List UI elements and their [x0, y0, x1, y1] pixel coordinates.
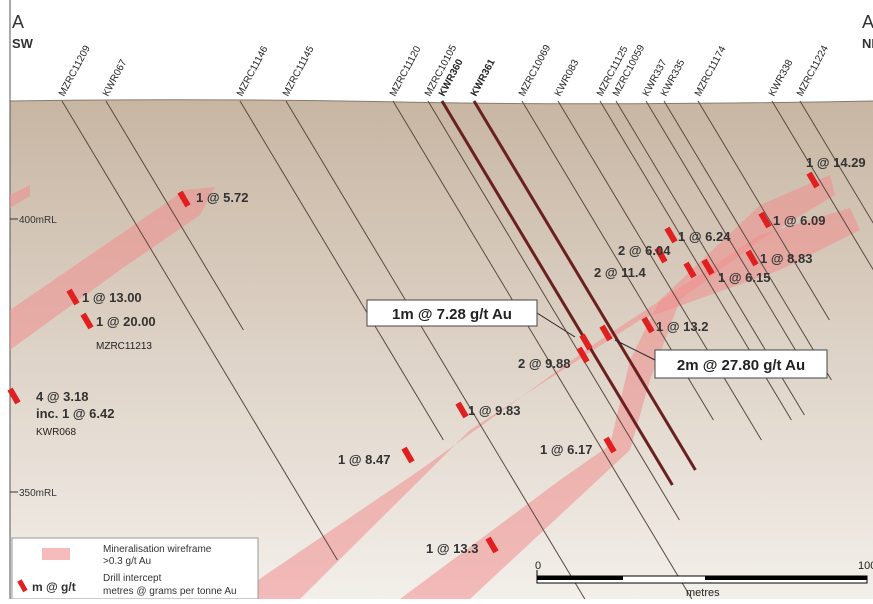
ground: [10, 99, 873, 599]
scale-unit: metres: [686, 587, 720, 599]
legend-text: Drill intercept: [103, 573, 162, 584]
intercept-label: 1 @ 6.17: [540, 442, 592, 457]
hole-label: KWR068: [36, 427, 76, 438]
scale-end: 100: [858, 560, 873, 572]
drill-hole: [239, 100, 444, 441]
intercept-mark: [806, 171, 820, 189]
intercept-label: 4 @ 3.18: [36, 389, 88, 404]
wireframes: [10, 175, 860, 599]
drill-hole: [105, 100, 244, 331]
intercept-mark: [80, 312, 94, 330]
section-end: A': [862, 12, 873, 32]
intercept-mark: [603, 436, 617, 454]
intercept-mark: [683, 261, 697, 279]
intercept-label: 1 @ 13.2: [656, 319, 708, 334]
intercept-mark: [485, 536, 499, 554]
drill-hole: [697, 100, 830, 321]
legend-text: metres @ grams per tonne Au: [103, 586, 237, 597]
intercept-label: 2 @ 9.88: [518, 356, 570, 371]
drill-hole: [663, 100, 832, 381]
intercept-mark: [401, 446, 415, 464]
drill-hole: [392, 100, 693, 600]
drill-hole: [557, 100, 762, 441]
intercept-mark: [455, 401, 469, 419]
intercept-mark: [664, 226, 678, 244]
intercept-mark: [576, 346, 590, 364]
intercept-label: 1 @ 8.47: [338, 452, 390, 467]
drill-hole: [472, 100, 697, 471]
legend: Mineralisation wireframe >0.3 g/t Au m @…: [11, 537, 259, 600]
intercept-mark: [641, 316, 655, 334]
drill-hole: [427, 100, 680, 521]
hole-label: MZRC11213: [96, 341, 152, 352]
callout-1: 1m @ 7.28 g/t Au: [366, 299, 576, 338]
drill-hole: [61, 100, 338, 561]
section-start: A: [12, 12, 24, 32]
drill-hole: [771, 100, 873, 271]
intercept-label: 2 @ 6.04: [618, 243, 671, 258]
callout-text: 2m @ 27.80 g/t Au: [677, 357, 805, 374]
intercept-mark: [579, 333, 593, 351]
callout-text: 1m @ 7.28 g/t Au: [392, 306, 512, 323]
intercept-label: 1 @ 14.29: [806, 155, 866, 170]
rl-label: 350mRL: [19, 488, 57, 499]
intercept-mark: [701, 258, 715, 276]
intercept-label: 1 @ 6.09: [773, 213, 825, 228]
intercept-label: 1 @ 5.72: [196, 190, 248, 205]
intercept-mark: [7, 387, 21, 405]
rl-label: 400mRL: [19, 215, 57, 226]
intercept-label: 1 @ 13.3: [426, 541, 478, 556]
intercept-mark: [177, 190, 191, 208]
intercept-mark: [758, 211, 772, 229]
intercept-mark: [66, 288, 80, 306]
surface: [9, 99, 873, 105]
intercept-mark: [745, 249, 759, 267]
section-end-dir: NE: [862, 36, 873, 51]
intercept-label: 1 @ 13.00: [82, 290, 142, 305]
intercept-label: 1 @ 6.24: [678, 229, 731, 244]
legend-text: m @ g/t: [32, 580, 76, 594]
scale-start: 0: [535, 560, 541, 572]
drill-hole: [799, 100, 873, 224]
scale-bar: 0 100 metres: [535, 560, 873, 599]
legend-text: Mineralisation wireframe: [103, 544, 212, 555]
drill-hole: [440, 100, 674, 486]
drill-hole: [285, 100, 586, 600]
intercept-mark: [654, 246, 668, 264]
intercept-mark: [599, 324, 613, 342]
intercept-label: 2 @ 11.4: [594, 265, 646, 280]
legend-text: >0.3 g/t Au: [103, 556, 151, 567]
drill-hole: [645, 100, 802, 361]
intercept-label: 1 @ 9.83: [468, 403, 520, 418]
section-start-dir: SW: [12, 36, 34, 51]
intercept-label: 1 @ 8.83: [760, 251, 812, 266]
intercept-label: 1 @ 20.00: [96, 314, 156, 329]
intercept-label: 1 @ 6.15: [718, 270, 770, 285]
callout-2: 2m @ 27.80 g/t Au: [614, 339, 828, 379]
intercept-label: inc. 1 @ 6.42: [36, 406, 114, 421]
